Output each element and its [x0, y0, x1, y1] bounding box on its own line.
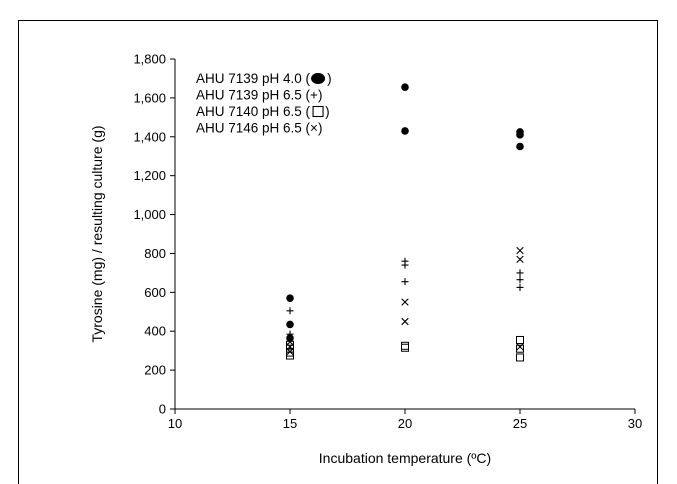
y-tick-label: 600: [144, 285, 166, 300]
y-tick-label: 0: [159, 402, 166, 417]
data-point-filled-circle: [286, 320, 294, 329]
series-open-square: [286, 335, 524, 362]
legend-entry: AHU 7139 pH 6.5 (+): [196, 88, 322, 103]
legend-marker-open-square: [312, 105, 324, 118]
data-point-open-square: [286, 351, 294, 360]
x-tick-label: 30: [628, 416, 642, 431]
data-point-plus: [286, 330, 294, 338]
data-point-cross: [516, 255, 524, 263]
data-point-plus: [401, 278, 409, 286]
legend-marker-filled-circle: [311, 73, 326, 84]
x-tick-label: 10: [168, 416, 182, 431]
y-tick-label: 200: [144, 363, 166, 378]
figure-frame: [18, 20, 658, 484]
y-axis-title: Tyrosine (mg) / resulting culture (g): [89, 125, 105, 342]
y-tick-label: 1,800: [133, 52, 166, 67]
data-point-plus: [516, 269, 524, 277]
legend-entry: AHU 7139 pH 4.0 (: [196, 71, 311, 86]
data-point-plus: [516, 276, 524, 284]
data-point-filled-circle: [286, 294, 294, 302]
data-point-plus: [286, 307, 294, 315]
legend-entry: AHU 7146 pH 6.5 (×): [196, 121, 322, 136]
data-point-open-square: [401, 341, 409, 350]
data-point-cross: [401, 317, 409, 326]
y-tick-label: 1,000: [133, 207, 166, 222]
data-point-open-square: [516, 353, 524, 362]
data-point-open-square: [516, 335, 524, 344]
data-point-plus: [401, 261, 409, 269]
legend: AHU 7139 pH 4.0 ()AHU 7139 pH 6.5 (+)AHU…: [196, 71, 332, 136]
legend-entry: AHU 7140 pH 6.5 (: [196, 104, 311, 119]
data-point-filled-circle: [516, 131, 524, 139]
legend-entry-suffix: ): [325, 104, 330, 119]
y-tick-label: 800: [144, 246, 166, 261]
x-tick-label: 15: [283, 416, 297, 431]
x-tick-label: 20: [398, 416, 412, 431]
x-axis-title: Incubation temperature (ºC): [319, 450, 491, 466]
data-point-plus: [516, 283, 524, 291]
series-plus: [286, 257, 524, 338]
x-tick-label: 25: [513, 416, 527, 431]
y-tick-label: 1,600: [133, 90, 166, 105]
y-tick-label: 1,400: [133, 129, 166, 144]
data-point-open-square: [516, 344, 524, 353]
legend-entry-suffix: ): [327, 71, 332, 86]
data-point-filled-circle: [401, 127, 409, 135]
y-tick-label: 1,200: [133, 168, 166, 183]
series-cross: [286, 246, 524, 356]
data-point-cross: [286, 347, 294, 356]
data-point-open-square: [401, 343, 409, 352]
data-point-cross: [516, 246, 524, 255]
y-tick-label: 400: [144, 324, 166, 339]
data-point-filled-circle: [401, 83, 409, 91]
data-point-filled-circle: [516, 142, 524, 151]
data-point-cross: [516, 343, 524, 351]
data-point-cross: [401, 298, 409, 306]
